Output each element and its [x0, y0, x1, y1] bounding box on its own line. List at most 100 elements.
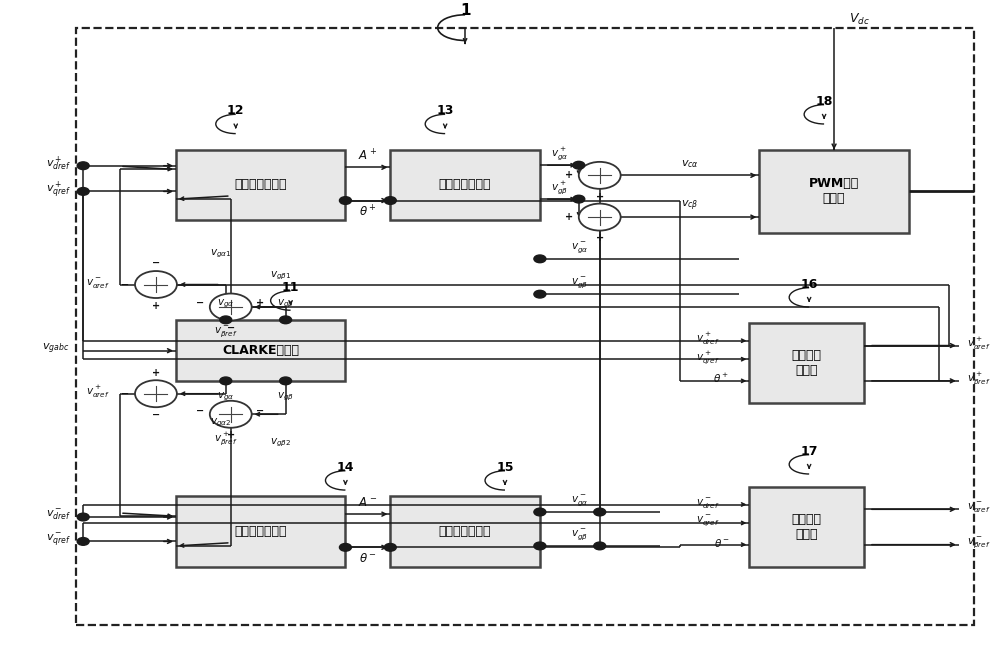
Circle shape: [135, 380, 177, 408]
Text: 11: 11: [282, 281, 299, 294]
Text: $v_{dref}^-$: $v_{dref}^-$: [696, 496, 719, 510]
Circle shape: [220, 377, 232, 385]
Text: 1: 1: [460, 3, 470, 18]
Text: −: −: [121, 280, 129, 289]
Text: $\theta^-$: $\theta^-$: [359, 552, 377, 565]
Circle shape: [280, 377, 292, 385]
Circle shape: [77, 162, 89, 170]
Text: +: +: [596, 192, 604, 201]
Circle shape: [384, 197, 396, 204]
Text: 第一坐标变换器: 第一坐标变换器: [439, 179, 491, 192]
Text: 18: 18: [815, 95, 833, 108]
Text: $v_{dref}^-$: $v_{dref}^-$: [46, 508, 71, 522]
Text: 12: 12: [227, 104, 244, 117]
Text: $v_{qref}^-$: $v_{qref}^-$: [696, 514, 719, 528]
Text: +: +: [565, 212, 573, 222]
Text: $\theta^+$: $\theta^+$: [359, 205, 377, 220]
Text: $v_{g\beta}$: $v_{g\beta}$: [277, 391, 294, 403]
Circle shape: [534, 255, 546, 263]
Text: $v_{qref}^+$: $v_{qref}^+$: [46, 179, 71, 200]
Text: $v_{\alpha ref}^+$: $v_{\alpha ref}^+$: [967, 336, 991, 351]
Text: 15: 15: [496, 461, 514, 474]
Text: $v_{g\alpha}^+$: $v_{g\alpha}^+$: [551, 145, 569, 162]
Circle shape: [77, 513, 89, 521]
Text: −: −: [152, 258, 160, 269]
Text: $v_{g\beta}$: $v_{g\beta}$: [277, 297, 294, 310]
Text: −: −: [152, 410, 160, 420]
Circle shape: [579, 162, 621, 189]
Text: 第一锁相锁幅器: 第一锁相锁幅器: [234, 179, 287, 192]
Text: +: +: [256, 298, 264, 308]
Circle shape: [573, 195, 585, 203]
Circle shape: [339, 544, 351, 551]
FancyBboxPatch shape: [759, 150, 909, 233]
Text: 16: 16: [800, 278, 818, 291]
Text: −: −: [196, 406, 204, 415]
Text: $v_{g\beta 2}$: $v_{g\beta 2}$: [270, 437, 291, 449]
FancyBboxPatch shape: [176, 320, 345, 381]
Text: 第二锁相锁幅器: 第二锁相锁幅器: [234, 526, 287, 539]
Circle shape: [579, 203, 621, 231]
Text: +: +: [227, 430, 235, 441]
Text: $v_{dref}^+$: $v_{dref}^+$: [46, 155, 71, 173]
Text: $v_{qref}^-$: $v_{qref}^-$: [46, 531, 71, 548]
Text: $v_{g\beta}^+$: $v_{g\beta}^+$: [551, 179, 568, 196]
Text: 14: 14: [337, 461, 354, 474]
Text: $v_{g\beta}^-$: $v_{g\beta}^-$: [571, 275, 588, 290]
FancyBboxPatch shape: [176, 150, 345, 220]
Text: $v_{qref}^+$: $v_{qref}^+$: [696, 349, 719, 366]
Circle shape: [534, 508, 546, 516]
Text: $v_{dref}^+$: $v_{dref}^+$: [696, 331, 719, 347]
Text: $v_{g\alpha}$: $v_{g\alpha}$: [217, 297, 234, 310]
Text: 第二前馈
计算器: 第二前馈 计算器: [792, 513, 822, 541]
Text: $v_{g\alpha}$: $v_{g\alpha}$: [217, 391, 234, 403]
Circle shape: [534, 542, 546, 550]
Text: 17: 17: [800, 445, 818, 458]
Circle shape: [77, 538, 89, 545]
Text: $\theta^-$: $\theta^-$: [714, 537, 729, 549]
Text: $v_{g\alpha 1}$: $v_{g\alpha 1}$: [210, 248, 232, 260]
Text: $v_{g\alpha 2}$: $v_{g\alpha 2}$: [210, 417, 231, 429]
Text: $v_{g\beta}^-$: $v_{g\beta}^-$: [571, 527, 588, 542]
Text: $A^+$: $A^+$: [358, 148, 377, 164]
Text: $v_{g\alpha}^-$: $v_{g\alpha}^-$: [571, 493, 588, 508]
Text: $v_{g\alpha}^-$: $v_{g\alpha}^-$: [571, 240, 588, 254]
Circle shape: [280, 316, 292, 323]
FancyBboxPatch shape: [390, 496, 540, 567]
Text: +: +: [596, 233, 604, 243]
FancyBboxPatch shape: [390, 150, 540, 220]
Text: 13: 13: [436, 104, 454, 117]
Text: +: +: [152, 368, 160, 378]
Text: +: +: [565, 170, 573, 181]
Circle shape: [77, 188, 89, 195]
Text: $\theta^+$: $\theta^+$: [713, 372, 729, 385]
Circle shape: [339, 197, 351, 204]
Text: $v_{\beta ref}^-$: $v_{\beta ref}^-$: [214, 324, 238, 339]
Text: $A^-$: $A^-$: [358, 496, 377, 509]
Text: $v_{\alpha ref}^-$: $v_{\alpha ref}^-$: [967, 500, 991, 514]
Circle shape: [220, 316, 232, 323]
Text: PWM调制
发生器: PWM调制 发生器: [809, 177, 859, 205]
Text: 第二坐标变换器: 第二坐标变换器: [439, 526, 491, 539]
Text: $v_{\beta ref}^+$: $v_{\beta ref}^+$: [214, 430, 238, 447]
Text: −: −: [256, 406, 264, 415]
Circle shape: [594, 542, 606, 550]
Text: $v_{\beta ref}^-$: $v_{\beta ref}^-$: [967, 535, 990, 550]
FancyBboxPatch shape: [749, 323, 864, 404]
Text: +: +: [152, 301, 160, 311]
Text: $v_{gabc}$: $v_{gabc}$: [42, 342, 69, 356]
Text: $v_{c\beta}$: $v_{c\beta}$: [681, 198, 699, 213]
FancyBboxPatch shape: [176, 496, 345, 567]
Text: $v_{c\alpha}$: $v_{c\alpha}$: [681, 158, 699, 170]
Text: $v_{g\beta 1}$: $v_{g\beta 1}$: [270, 270, 291, 282]
FancyBboxPatch shape: [749, 487, 864, 567]
Circle shape: [594, 508, 606, 516]
Circle shape: [210, 293, 252, 321]
Text: CLARKE变换器: CLARKE变换器: [222, 344, 299, 357]
Text: $v_{\beta ref}^+$: $v_{\beta ref}^+$: [967, 370, 990, 387]
Text: $v_{\alpha ref}^-$: $v_{\alpha ref}^-$: [86, 276, 110, 290]
Circle shape: [384, 544, 396, 551]
Text: −: −: [196, 298, 204, 308]
Circle shape: [534, 290, 546, 298]
Text: $V_{dc}$: $V_{dc}$: [849, 12, 870, 27]
